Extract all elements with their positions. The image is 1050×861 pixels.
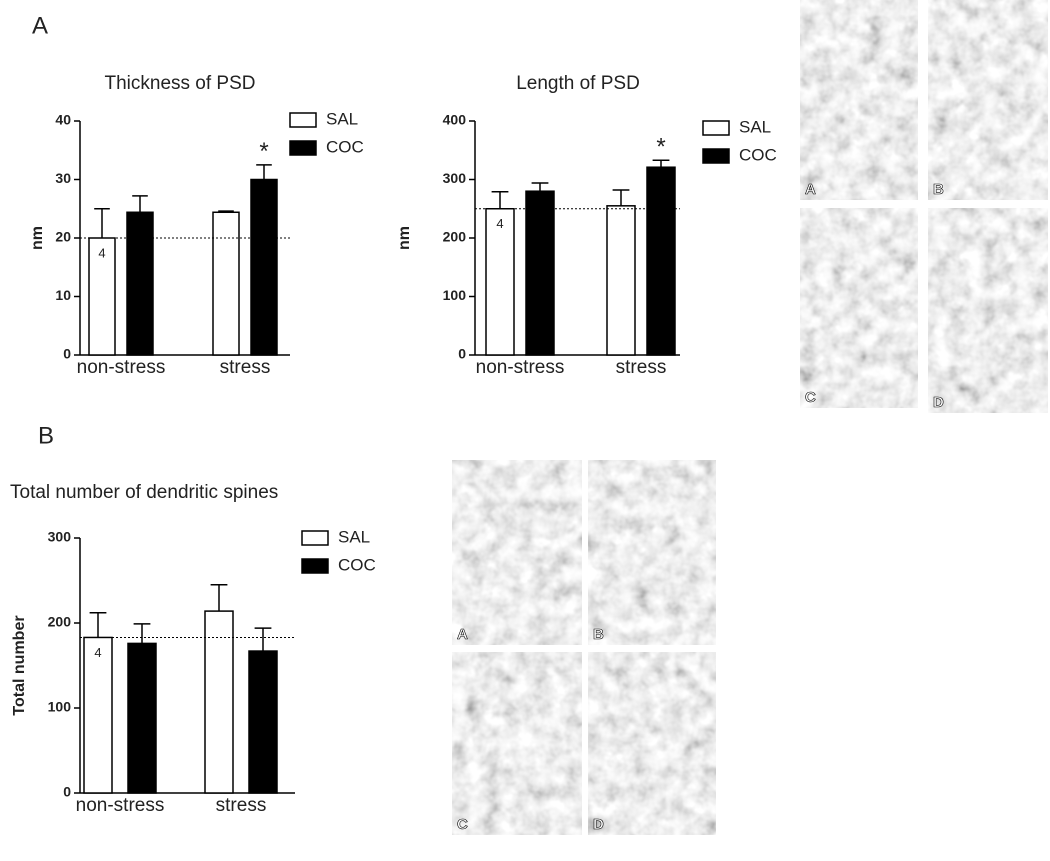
bar [127,642,157,794]
x-tick-label: stress [216,795,267,816]
y-tick-label: 200 [48,614,72,630]
micrograph [928,0,1048,200]
y-tick-label: 300 [443,170,467,186]
n-label: 4 [94,645,101,660]
legend-label: COC [739,145,777,164]
micrograph-label: A [805,181,816,198]
y-tick-label: 200 [443,229,467,245]
bar [646,166,676,356]
n-label: 4 [98,245,105,260]
y-axis-label: Total number [11,615,28,715]
panel-label: A [32,12,48,39]
legend-label: SAL [739,117,771,136]
micrograph-label: B [933,181,944,198]
legend-label: SAL [326,109,358,128]
bar [248,650,278,794]
bar [204,610,234,794]
x-tick-label: non-stress [476,357,565,378]
chart-title: Length of PSD [516,73,640,94]
y-tick-label: 400 [443,112,467,128]
micrograph-label: C [457,816,468,833]
bar [525,190,555,356]
bar [250,178,278,356]
y-tick-label: 10 [55,287,71,303]
micrograph-label: D [593,816,604,833]
y-tick-label: 20 [55,229,71,245]
micrograph [800,0,918,200]
legend-swatch [289,112,317,128]
significance-mark: * [656,134,665,161]
bar [485,208,515,356]
micrograph-label: C [805,389,816,406]
n-label: 4 [496,216,503,231]
legend-swatch [702,148,730,164]
y-tick-label: 0 [458,346,466,362]
bar [606,205,636,356]
x-tick-label: non-stress [76,795,165,816]
micrograph [928,208,1048,413]
x-tick-label: non-stress [77,357,166,378]
micrograph [452,460,582,645]
y-tick-label: 100 [48,699,72,715]
panel-label: B [38,422,54,449]
legend-label: COC [338,555,376,574]
micrograph [800,208,918,408]
y-tick-label: 0 [63,346,71,362]
legend-swatch [702,120,730,136]
bar [83,636,113,794]
y-axis-label: nm [29,226,46,250]
y-tick-label: 300 [48,529,72,545]
micrograph [588,652,716,835]
x-tick-label: stress [220,357,271,378]
chart-title: Total number of dendritic spines [10,482,278,503]
micrograph [452,652,582,835]
legend-swatch [289,140,317,156]
y-tick-label: 0 [63,784,71,800]
x-tick-label: stress [616,357,667,378]
y-tick-label: 30 [55,170,71,186]
micrograph-label: B [593,626,604,643]
micrograph-label: D [933,394,944,411]
y-tick-label: 40 [55,112,71,128]
micrograph-label: A [457,626,468,643]
legend-label: SAL [338,527,370,546]
y-tick-label: 100 [443,287,467,303]
significance-mark: * [259,138,268,165]
y-axis-label: nm [396,226,413,250]
bar [126,211,154,356]
micrograph [588,460,716,645]
legend-label: COC [326,137,364,156]
legend-swatch [301,558,329,574]
legend-swatch [301,530,329,546]
bar [212,211,240,356]
chart-title: Thickness of PSD [105,73,256,94]
